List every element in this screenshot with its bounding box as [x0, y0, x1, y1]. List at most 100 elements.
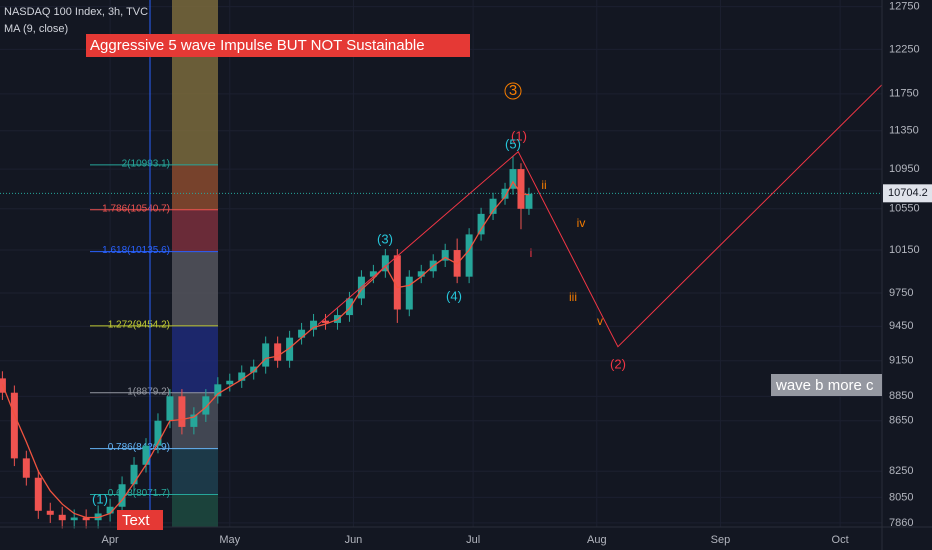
candle-body: [477, 213, 485, 235]
x-tick-label: Oct: [832, 534, 849, 546]
wave-circle: [504, 82, 522, 100]
wave-label: iii: [569, 290, 577, 304]
candle-body: [509, 169, 517, 189]
headline: Aggressive 5 wave Impulse BUT NOT Sustai…: [90, 37, 425, 54]
fib-band: [172, 209, 218, 252]
last-price-label: 10704.2: [888, 187, 928, 199]
y-tick-label: 7860: [889, 517, 913, 529]
y-tick-label: 10550: [889, 203, 920, 215]
candle-body: [345, 298, 353, 316]
y-tick-label: 12250: [889, 43, 920, 55]
x-tick-label: Jul: [466, 534, 480, 546]
candle-body: [130, 464, 138, 485]
wave-label: v: [597, 314, 603, 328]
candle-body: [501, 188, 509, 199]
fib-label: 0.618(8071.7): [108, 488, 170, 499]
candle-body: [286, 337, 294, 361]
x-tick-label: Jun: [345, 534, 363, 546]
candle-body: [250, 366, 258, 373]
main-layer: [0, 84, 883, 529]
fib-band: [172, 494, 218, 527]
last-price-tag: [883, 184, 932, 203]
fib-label: 1.786(10540.7): [102, 203, 170, 214]
y-tick-label: 8250: [889, 465, 913, 477]
candle-body: [489, 198, 497, 214]
y-tick-label: 9150: [889, 355, 913, 367]
wave-label: 3: [509, 82, 517, 99]
candle-body: [465, 234, 473, 277]
candle-body: [393, 255, 401, 310]
candle-body: [166, 396, 174, 421]
note-box-label: wave b more c: [775, 377, 874, 394]
wave-label: (1): [511, 128, 527, 143]
candle-body: [417, 271, 425, 277]
fib-band: [172, 0, 218, 165]
candle-body: [517, 169, 525, 209]
candle-body: [142, 445, 150, 465]
wave-label: (3): [377, 231, 393, 246]
candle-body: [82, 517, 90, 521]
fib-label: 1.618(10135.6): [102, 245, 170, 256]
candle-body: [10, 392, 18, 459]
fib-band: [172, 325, 218, 393]
candle-body: [238, 372, 246, 381]
text-box: [117, 510, 163, 530]
candle-body: [369, 271, 377, 277]
candle-body: [441, 250, 449, 261]
y-tick-label: 8050: [889, 491, 913, 503]
candle-body: [178, 396, 186, 427]
y-tick-label: 8650: [889, 415, 913, 427]
candle-body: [405, 276, 413, 310]
candle-body: [274, 343, 282, 361]
candle-body: [525, 193, 533, 209]
wave-label: (4): [446, 288, 462, 303]
y-tick-label: 12750: [889, 1, 920, 13]
wave-label: ii: [541, 178, 546, 192]
chart-title: NASDAQ 100 Index, 3h, TVC: [4, 6, 148, 18]
fib-band: [172, 251, 218, 326]
candle-body: [190, 414, 198, 427]
ma-line: [1, 180, 530, 519]
candle-body: [310, 320, 318, 330]
y-tick-label: 8850: [889, 390, 913, 402]
fib-band: [172, 448, 218, 495]
headline-box: [86, 34, 470, 57]
wave-label: (5): [505, 136, 521, 151]
candle-body: [381, 255, 389, 272]
fib-label: 1(8879.2): [127, 386, 170, 397]
note-box: [771, 374, 882, 396]
back-layer: 2(10993.1) 1.786(10540.7) 1.618(10135.6) 1.…: [0, 0, 882, 527]
fib-label: 2(10993.1): [122, 159, 170, 170]
candle-body: [214, 384, 222, 397]
fib-band: [172, 164, 218, 210]
x-tick-label: Sep: [711, 534, 731, 546]
candle-body: [70, 517, 78, 521]
y-tick-label: 11750: [889, 88, 919, 100]
x-tick-label: Aug: [587, 534, 607, 546]
candle-body: [322, 320, 330, 323]
y-tick-label: 9750: [889, 287, 913, 299]
x-tick-label: Apr: [102, 534, 119, 546]
candle-body: [226, 380, 234, 385]
indicator-label: MA (9, close): [4, 23, 68, 35]
y-tick-label: 10150: [889, 244, 920, 256]
y-tick-label: 9450: [889, 320, 913, 332]
candle-body: [262, 343, 270, 367]
wave-label: (2): [610, 356, 626, 371]
text-box-label: Text: [122, 512, 150, 529]
wave-label: (1): [92, 491, 108, 506]
fib-label: 1.272(9454.2): [108, 319, 170, 330]
candle-body: [46, 510, 54, 515]
candle-body: [106, 506, 114, 514]
fib-label: 0.786(8426.9): [108, 442, 170, 453]
y-tick-label: 10950: [889, 163, 920, 175]
candle-body: [22, 458, 30, 478]
candle-body: [34, 477, 42, 511]
candle-body: [298, 329, 306, 338]
candle-body: [202, 396, 210, 415]
candle-body: [118, 484, 126, 507]
x-tick-label: May: [219, 534, 240, 546]
candle-body: [154, 420, 162, 446]
wave-label: iv: [577, 216, 586, 230]
